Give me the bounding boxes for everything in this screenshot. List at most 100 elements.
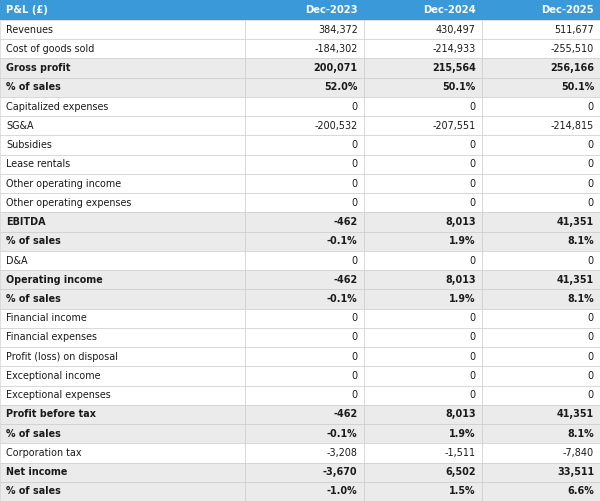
- Text: -200,532: -200,532: [314, 121, 358, 131]
- Text: Other operating income: Other operating income: [6, 178, 121, 188]
- Text: % of sales: % of sales: [6, 429, 61, 439]
- Text: -214,933: -214,933: [433, 44, 476, 54]
- Text: 50.1%: 50.1%: [443, 82, 476, 92]
- Bar: [0, 193, 245, 212]
- Bar: [364, 174, 482, 193]
- Text: 52.0%: 52.0%: [324, 82, 358, 92]
- Bar: [482, 39, 600, 59]
- Bar: [0, 443, 245, 462]
- Text: 6.6%: 6.6%: [567, 486, 594, 496]
- Bar: [364, 193, 482, 212]
- Text: 33,511: 33,511: [557, 467, 594, 477]
- Bar: [364, 0, 482, 20]
- Bar: [482, 20, 600, 39]
- Bar: [364, 290, 482, 309]
- Bar: [245, 174, 364, 193]
- Text: 0: 0: [588, 178, 594, 188]
- Bar: [482, 386, 600, 405]
- Bar: [0, 155, 245, 174]
- Bar: [245, 462, 364, 482]
- Text: Operating income: Operating income: [6, 275, 103, 285]
- Bar: [364, 482, 482, 501]
- Bar: [245, 212, 364, 231]
- Text: Capitalized expenses: Capitalized expenses: [6, 102, 109, 112]
- Bar: [245, 386, 364, 405]
- Bar: [482, 462, 600, 482]
- Bar: [482, 231, 600, 251]
- Bar: [0, 251, 245, 270]
- Text: -7,840: -7,840: [563, 448, 594, 458]
- Text: 200,071: 200,071: [314, 63, 358, 73]
- Text: 6,502: 6,502: [445, 467, 476, 477]
- Bar: [364, 78, 482, 97]
- Bar: [364, 135, 482, 155]
- Text: Other operating expenses: Other operating expenses: [6, 198, 131, 208]
- Bar: [482, 155, 600, 174]
- Text: 430,497: 430,497: [436, 25, 476, 35]
- Bar: [364, 116, 482, 135]
- Bar: [0, 462, 245, 482]
- Text: -462: -462: [334, 409, 358, 419]
- Bar: [364, 347, 482, 366]
- Bar: [245, 328, 364, 347]
- Bar: [245, 78, 364, 97]
- Text: 0: 0: [352, 102, 358, 112]
- Bar: [364, 231, 482, 251]
- Bar: [482, 174, 600, 193]
- Bar: [0, 0, 245, 20]
- Text: 215,564: 215,564: [432, 63, 476, 73]
- Bar: [0, 97, 245, 116]
- Bar: [245, 20, 364, 39]
- Text: -462: -462: [334, 217, 358, 227]
- Text: Financial income: Financial income: [6, 313, 87, 323]
- Text: 8.1%: 8.1%: [568, 429, 594, 439]
- Text: 0: 0: [588, 313, 594, 323]
- Text: 50.1%: 50.1%: [561, 82, 594, 92]
- Bar: [482, 443, 600, 462]
- Text: 8.1%: 8.1%: [568, 294, 594, 304]
- Bar: [0, 328, 245, 347]
- Text: Net income: Net income: [6, 467, 67, 477]
- Text: 0: 0: [588, 102, 594, 112]
- Text: 1.9%: 1.9%: [449, 294, 476, 304]
- Text: 0: 0: [352, 333, 358, 343]
- Text: Gross profit: Gross profit: [6, 63, 71, 73]
- Bar: [0, 116, 245, 135]
- Bar: [245, 290, 364, 309]
- Text: -1,511: -1,511: [445, 448, 476, 458]
- Text: 8,013: 8,013: [445, 275, 476, 285]
- Bar: [245, 193, 364, 212]
- Bar: [0, 231, 245, 251]
- Bar: [364, 328, 482, 347]
- Text: 0: 0: [470, 371, 476, 381]
- Text: Dec-2023: Dec-2023: [305, 5, 358, 15]
- Bar: [482, 59, 600, 78]
- Text: 0: 0: [352, 390, 358, 400]
- Text: Profit before tax: Profit before tax: [6, 409, 96, 419]
- Bar: [245, 59, 364, 78]
- Bar: [245, 482, 364, 501]
- Text: 0: 0: [588, 256, 594, 266]
- Bar: [482, 270, 600, 290]
- Bar: [245, 366, 364, 386]
- Bar: [245, 39, 364, 59]
- Text: 0: 0: [352, 140, 358, 150]
- Bar: [482, 328, 600, 347]
- Text: 0: 0: [352, 352, 358, 362]
- Bar: [245, 424, 364, 443]
- Text: -0.1%: -0.1%: [327, 236, 358, 246]
- Bar: [482, 0, 600, 20]
- Text: % of sales: % of sales: [6, 294, 61, 304]
- Text: SG&A: SG&A: [6, 121, 34, 131]
- Text: Revenues: Revenues: [6, 25, 53, 35]
- Bar: [482, 482, 600, 501]
- Bar: [364, 462, 482, 482]
- Text: P&L (£): P&L (£): [6, 5, 48, 15]
- Text: 0: 0: [470, 333, 476, 343]
- Text: 0: 0: [470, 140, 476, 150]
- Text: 0: 0: [588, 333, 594, 343]
- Text: Exceptional expenses: Exceptional expenses: [6, 390, 111, 400]
- Text: 0: 0: [352, 313, 358, 323]
- Text: -0.1%: -0.1%: [327, 294, 358, 304]
- Bar: [482, 251, 600, 270]
